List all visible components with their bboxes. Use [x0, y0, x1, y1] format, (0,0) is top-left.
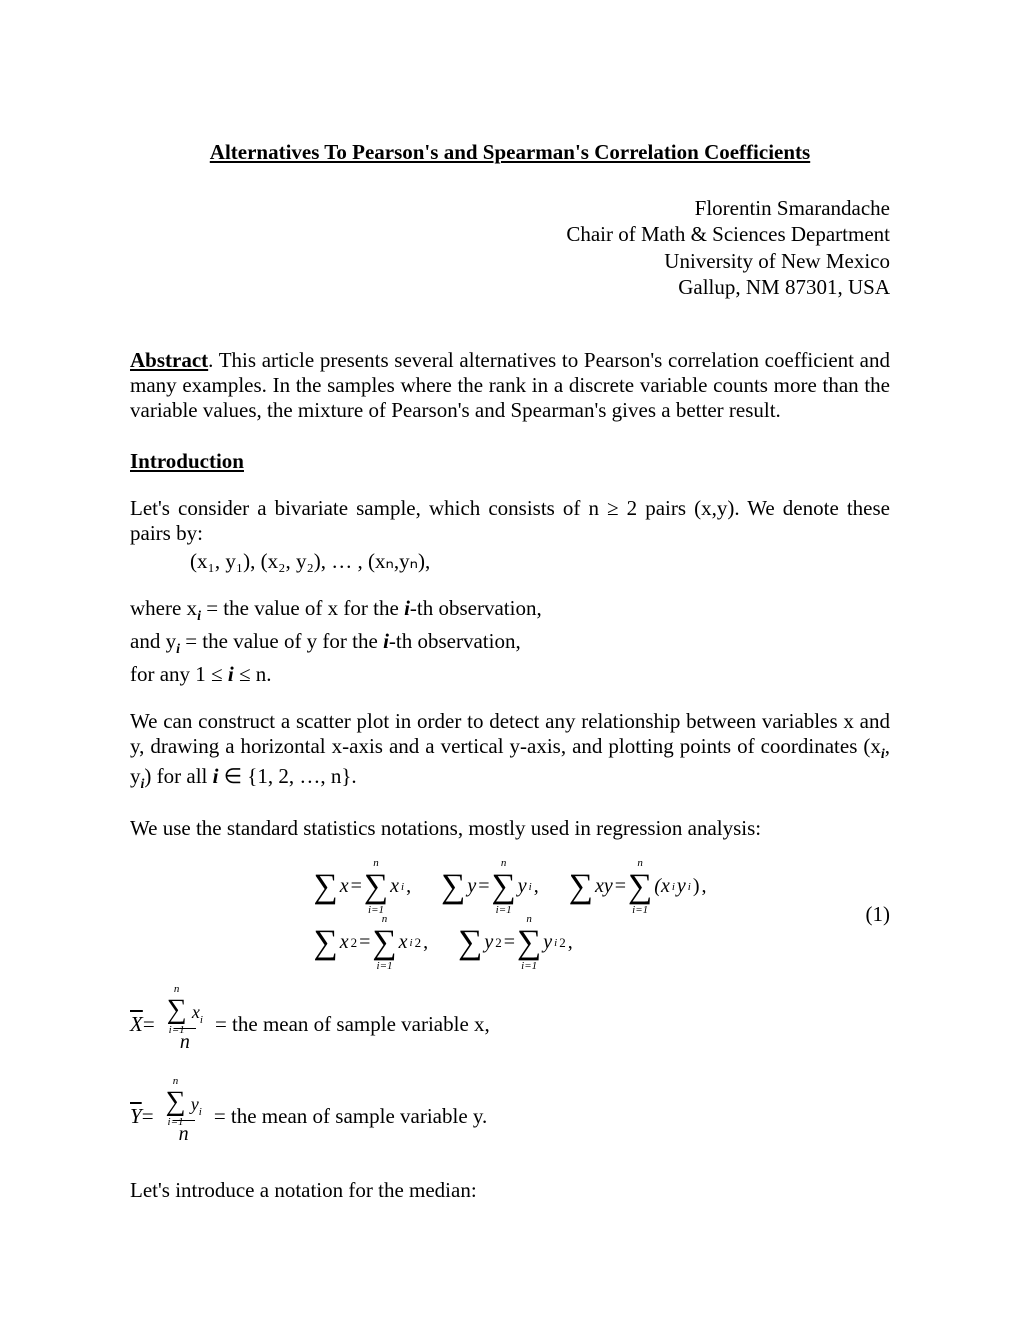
where-x-post: = the value of x for the — [201, 596, 404, 620]
sum-x: ∑x = ∑ni=1 xi , — [313, 870, 411, 904]
where-x-line: where xi = the value of x for the i-th o… — [130, 596, 890, 626]
scatter-c: ) for all — [144, 764, 212, 788]
abstract: Abstract. This article presents several … — [130, 348, 890, 424]
ybar-symbol: Y — [130, 1104, 142, 1129]
scatter-d: ∈ {1, 2, …, n}. — [218, 764, 356, 788]
forany-pre: for any 1 ≤ — [130, 662, 228, 686]
equation-block: ∑x = ∑ni=1 xi , ∑y = ∑ni=1 yi , ∑xy = ∑n… — [130, 870, 890, 960]
page: Alternatives To Pearson's and Spearman's… — [0, 0, 1020, 1320]
author-address: Gallup, NM 87301, USA — [130, 274, 890, 300]
forany-post: ≤ n. — [234, 662, 272, 686]
abstract-text: . This article presents several alternat… — [130, 348, 890, 422]
obs-suffix: -th observation, — [389, 629, 521, 653]
para-bivariate: Let's consider a bivariate sample, which… — [130, 496, 890, 546]
paper-title: Alternatives To Pearson's and Spearman's… — [130, 140, 890, 165]
scatter-a: We can construct a scatter plot in order… — [130, 709, 890, 758]
para-median: Let's introduce a notation for the media… — [130, 1178, 890, 1203]
pairs-list: (x₁, y₁), (x₂, y₂), … , (xₙ,yₙ), — [190, 549, 890, 574]
author-name: Florentin Smarandache — [130, 195, 890, 221]
ybar-desc: = the mean of sample variable y. — [214, 1104, 487, 1129]
forany-line: for any 1 ≤ i ≤ n. — [130, 662, 890, 687]
abstract-label: Abstract — [130, 348, 208, 372]
xbar-symbol: X — [130, 1012, 143, 1037]
equation-row-1: ∑x = ∑ni=1 xi , ∑y = ∑ni=1 yi , ∑xy = ∑n… — [313, 870, 706, 904]
where-x-pre: where x — [130, 596, 197, 620]
introduction-heading: Introduction — [130, 449, 890, 474]
and-y-pre: and y — [130, 629, 176, 653]
para-scatter: We can construct a scatter plot in order… — [130, 709, 890, 794]
sum-xy: ∑xy = ∑ni=1 (xiyi) , — [569, 870, 707, 904]
obs-suffix: -th observation, — [410, 596, 542, 620]
author-institution: University of New Mexico — [130, 248, 890, 274]
xbar-fraction: ∑ni=1 xi n — [161, 994, 209, 1056]
and-y-line: and yi = the value of y for the i-th obs… — [130, 629, 890, 659]
mean-x-line: X = ∑ni=1 xi n = the mean of sample vari… — [130, 994, 890, 1056]
xbar-desc: = the mean of sample variable x, — [215, 1012, 490, 1037]
equation-row-2: ∑x2 = ∑ni=1 xi2, ∑y2 = ∑ni=1 yi2, — [313, 926, 706, 960]
equation-number: (1) — [866, 902, 891, 927]
and-y-post: = the value of y for the — [180, 629, 383, 653]
author-block: Florentin Smarandache Chair of Math & Sc… — [130, 195, 890, 300]
sum-y: ∑y = ∑ni=1 yi , — [441, 870, 539, 904]
ybar-fraction: ∑ni=1 yi n — [160, 1086, 208, 1148]
sum-x2: ∑x2 = ∑ni=1 xi2, — [313, 926, 428, 960]
para-notation: We use the standard statistics notations… — [130, 816, 890, 841]
author-position: Chair of Math & Sciences Department — [130, 221, 890, 247]
sum-y2: ∑y2 = ∑ni=1 yi2, — [458, 926, 573, 960]
mean-y-line: Y = ∑ni=1 yi n = the mean of sample vari… — [130, 1086, 890, 1148]
